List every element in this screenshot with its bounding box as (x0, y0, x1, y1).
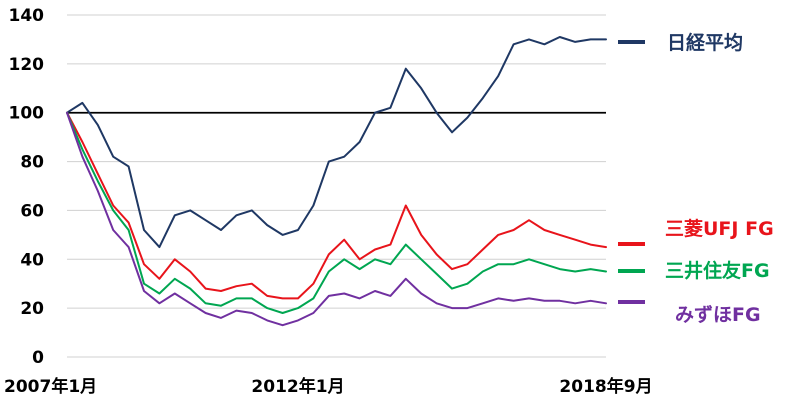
y-tick-label: 140 (9, 6, 45, 26)
legend-label: 日経平均 (667, 31, 743, 54)
y-tick-label: 40 (20, 250, 44, 270)
gridlines (67, 14, 606, 358)
x-tick-label: 2018年9月 (559, 376, 652, 397)
x-tick-label: 2012年1月 (251, 376, 344, 397)
y-tick-label: 20 (20, 299, 44, 319)
series-line-1 (66, 111, 607, 300)
y-tick-label: 100 (9, 104, 45, 124)
legend-label: 三菱UFJ FG (665, 217, 774, 240)
series-line-0 (66, 36, 607, 249)
y-tick-label: 120 (9, 55, 45, 75)
legend-label: 三井住友FG (665, 259, 770, 282)
y-tick-label: 60 (20, 201, 44, 221)
series-lines (66, 36, 607, 327)
y-tick-label: 0 (32, 348, 44, 368)
y-tick-label: 80 (20, 153, 44, 173)
x-tick-label: 2007年1月 (4, 376, 97, 397)
series-line-2 (66, 111, 607, 314)
x-axis: 2007年1月 2012年1月 2018年9月 (4, 376, 653, 397)
legend-label: みずほFG (675, 304, 761, 326)
y-axis: 0 20 40 60 80 100 120 140 (9, 6, 45, 368)
series-line-3 (66, 111, 607, 327)
